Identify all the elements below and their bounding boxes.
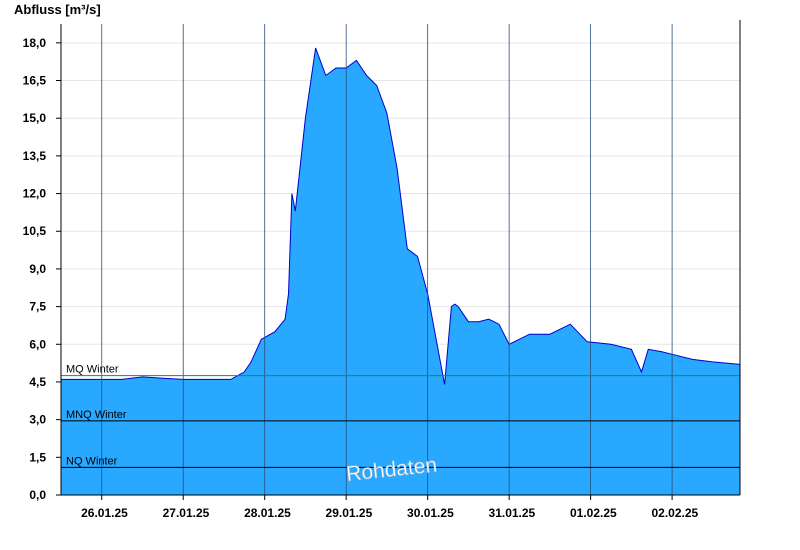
y-tick-label: 1,5: [29, 450, 46, 464]
axes: [60, 20, 741, 496]
day-divider-lines: [101, 24, 673, 495]
y-tick-label: 0,0: [29, 488, 46, 502]
x-tick-label: 01.02.25: [570, 506, 617, 520]
reference-lines: MQ Winter MNQ Winter NQ Winter: [61, 364, 740, 468]
y-tick-label: 4,5: [29, 375, 46, 389]
x-tick-label: 02.02.25: [651, 506, 698, 520]
reference-label: MQ Winter: [66, 364, 119, 376]
y-tick-label: 16,5: [23, 74, 47, 88]
x-tick-label: 29.01.25: [326, 506, 373, 520]
y-tick-label: 9,0: [29, 262, 46, 276]
y-tick-label: 7,5: [29, 300, 46, 314]
x-tick-label: 26.01.25: [81, 506, 128, 520]
x-tick-label: 27.01.25: [163, 506, 210, 520]
y-tick-label: 12,0: [23, 187, 47, 201]
area-layer: [61, 47, 741, 496]
y-tick-label: 18,0: [23, 36, 47, 50]
series-line: [61, 47, 741, 385]
y-tick-label: 6,0: [29, 337, 46, 351]
y-tick-label: 13,5: [23, 149, 47, 163]
x-tick-label: 28.01.25: [244, 506, 291, 520]
series-area: [61, 47, 740, 496]
y-tick-labels: 0,0 1,5 3,0 4,5 6,0 7,5 9,0 10,5 12,0 13,5 15,0 16,…: [23, 36, 61, 502]
reference-label: MNQ Winter: [66, 409, 127, 421]
y-tick-label: 10,5: [23, 224, 47, 238]
x-tick-label: 30.01.25: [407, 506, 454, 520]
x-tick-labels: 26.01.25 27.01.25 28.01.25 29.01.25 30.01.25…: [81, 495, 699, 520]
y-tick-label: 3,0: [29, 413, 46, 427]
x-tick-label: 31.01.25: [489, 506, 536, 520]
reference-label: NQ Winter: [66, 455, 118, 467]
y-axis-title: Abfluss [m³/s]: [14, 2, 101, 17]
y-tick-label: 15,0: [23, 111, 47, 125]
